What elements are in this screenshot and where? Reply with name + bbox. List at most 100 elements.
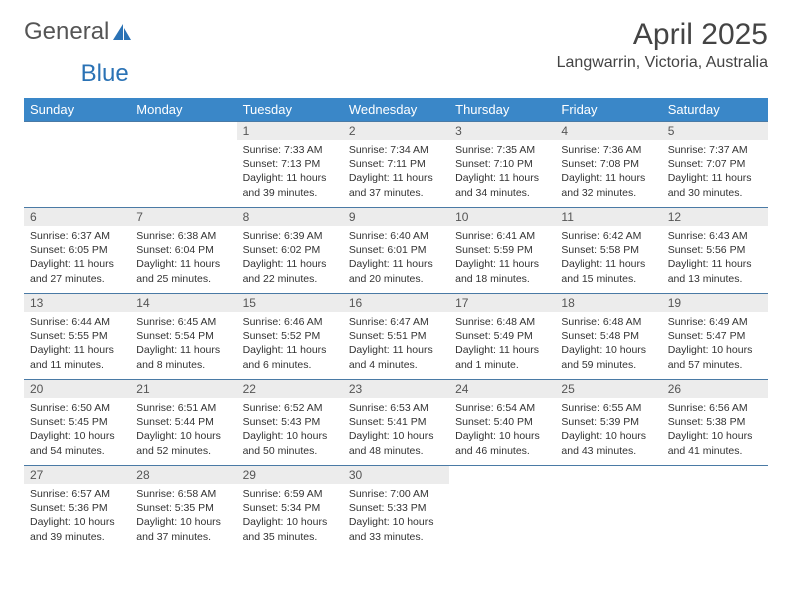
calendar-week: 6Sunrise: 6:37 AMSunset: 6:05 PMDaylight… — [24, 208, 768, 294]
day-number: 26 — [662, 380, 768, 398]
logo: General — [24, 18, 133, 46]
day-number: 24 — [449, 380, 555, 398]
calendar-day — [555, 466, 661, 552]
day-number: 22 — [237, 380, 343, 398]
day-details: Sunrise: 6:49 AMSunset: 5:47 PMDaylight:… — [662, 312, 768, 376]
calendar-day: 20Sunrise: 6:50 AMSunset: 5:45 PMDayligh… — [24, 380, 130, 466]
calendar-day: 14Sunrise: 6:45 AMSunset: 5:54 PMDayligh… — [130, 294, 236, 380]
day-details: Sunrise: 7:00 AMSunset: 5:33 PMDaylight:… — [343, 484, 449, 548]
day-number: 18 — [555, 294, 661, 312]
day-number: 21 — [130, 380, 236, 398]
day-number: 11 — [555, 208, 661, 226]
calendar-day: 12Sunrise: 6:43 AMSunset: 5:56 PMDayligh… — [662, 208, 768, 294]
day-number: 29 — [237, 466, 343, 484]
calendar-day: 4Sunrise: 7:36 AMSunset: 7:08 PMDaylight… — [555, 122, 661, 208]
day-number: 7 — [130, 208, 236, 226]
calendar-day: 16Sunrise: 6:47 AMSunset: 5:51 PMDayligh… — [343, 294, 449, 380]
day-details: Sunrise: 6:59 AMSunset: 5:34 PMDaylight:… — [237, 484, 343, 548]
day-number: 5 — [662, 122, 768, 140]
day-details: Sunrise: 7:33 AMSunset: 7:13 PMDaylight:… — [237, 140, 343, 204]
day-number: 25 — [555, 380, 661, 398]
dayname-saturday: Saturday — [662, 98, 768, 122]
calendar-header-row: SundayMondayTuesdayWednesdayThursdayFrid… — [24, 98, 768, 122]
calendar-day: 28Sunrise: 6:58 AMSunset: 5:35 PMDayligh… — [130, 466, 236, 552]
calendar-day — [130, 122, 236, 208]
day-details: Sunrise: 6:58 AMSunset: 5:35 PMDaylight:… — [130, 484, 236, 548]
day-details: Sunrise: 6:53 AMSunset: 5:41 PMDaylight:… — [343, 398, 449, 462]
calendar-day: 22Sunrise: 6:52 AMSunset: 5:43 PMDayligh… — [237, 380, 343, 466]
calendar-day: 15Sunrise: 6:46 AMSunset: 5:52 PMDayligh… — [237, 294, 343, 380]
month-title: April 2025 — [557, 18, 768, 52]
day-details: Sunrise: 6:48 AMSunset: 5:49 PMDaylight:… — [449, 312, 555, 376]
day-number: 3 — [449, 122, 555, 140]
calendar-table: SundayMondayTuesdayWednesdayThursdayFrid… — [24, 98, 768, 552]
calendar-day: 5Sunrise: 7:37 AMSunset: 7:07 PMDaylight… — [662, 122, 768, 208]
calendar-day: 13Sunrise: 6:44 AMSunset: 5:55 PMDayligh… — [24, 294, 130, 380]
calendar-week: 1Sunrise: 7:33 AMSunset: 7:13 PMDaylight… — [24, 122, 768, 208]
day-number: 15 — [237, 294, 343, 312]
day-details: Sunrise: 6:42 AMSunset: 5:58 PMDaylight:… — [555, 226, 661, 290]
calendar-day: 24Sunrise: 6:54 AMSunset: 5:40 PMDayligh… — [449, 380, 555, 466]
calendar-week: 13Sunrise: 6:44 AMSunset: 5:55 PMDayligh… — [24, 294, 768, 380]
day-details: Sunrise: 7:35 AMSunset: 7:10 PMDaylight:… — [449, 140, 555, 204]
day-details: Sunrise: 6:54 AMSunset: 5:40 PMDaylight:… — [449, 398, 555, 462]
calendar-day: 11Sunrise: 6:42 AMSunset: 5:58 PMDayligh… — [555, 208, 661, 294]
day-details: Sunrise: 6:44 AMSunset: 5:55 PMDaylight:… — [24, 312, 130, 376]
calendar-day — [662, 466, 768, 552]
day-details: Sunrise: 6:48 AMSunset: 5:48 PMDaylight:… — [555, 312, 661, 376]
day-details: Sunrise: 6:51 AMSunset: 5:44 PMDaylight:… — [130, 398, 236, 462]
calendar-day: 7Sunrise: 6:38 AMSunset: 6:04 PMDaylight… — [130, 208, 236, 294]
day-number: 20 — [24, 380, 130, 398]
logo-text-2: Blue — [81, 60, 129, 87]
day-details: Sunrise: 7:36 AMSunset: 7:08 PMDaylight:… — [555, 140, 661, 204]
day-number: 17 — [449, 294, 555, 312]
day-details: Sunrise: 6:39 AMSunset: 6:02 PMDaylight:… — [237, 226, 343, 290]
day-details: Sunrise: 6:57 AMSunset: 5:36 PMDaylight:… — [24, 484, 130, 548]
day-details: Sunrise: 7:37 AMSunset: 7:07 PMDaylight:… — [662, 140, 768, 204]
day-details: Sunrise: 6:52 AMSunset: 5:43 PMDaylight:… — [237, 398, 343, 462]
day-number: 16 — [343, 294, 449, 312]
day-details: Sunrise: 6:41 AMSunset: 5:59 PMDaylight:… — [449, 226, 555, 290]
dayname-tuesday: Tuesday — [237, 98, 343, 122]
calendar-day — [24, 122, 130, 208]
dayname-sunday: Sunday — [24, 98, 130, 122]
location: Langwarrin, Victoria, Australia — [557, 54, 768, 72]
calendar-day: 19Sunrise: 6:49 AMSunset: 5:47 PMDayligh… — [662, 294, 768, 380]
title-block: April 2025 Langwarrin, Victoria, Austral… — [557, 18, 768, 72]
calendar-day: 29Sunrise: 6:59 AMSunset: 5:34 PMDayligh… — [237, 466, 343, 552]
calendar-day: 3Sunrise: 7:35 AMSunset: 7:10 PMDaylight… — [449, 122, 555, 208]
day-number: 30 — [343, 466, 449, 484]
calendar-day: 6Sunrise: 6:37 AMSunset: 6:05 PMDaylight… — [24, 208, 130, 294]
calendar-day: 17Sunrise: 6:48 AMSunset: 5:49 PMDayligh… — [449, 294, 555, 380]
day-number: 4 — [555, 122, 661, 140]
day-details: Sunrise: 6:38 AMSunset: 6:04 PMDaylight:… — [130, 226, 236, 290]
dayname-wednesday: Wednesday — [343, 98, 449, 122]
day-number: 13 — [24, 294, 130, 312]
calendar-week: 27Sunrise: 6:57 AMSunset: 5:36 PMDayligh… — [24, 466, 768, 552]
dayname-monday: Monday — [130, 98, 236, 122]
calendar-day: 26Sunrise: 6:56 AMSunset: 5:38 PMDayligh… — [662, 380, 768, 466]
day-number: 14 — [130, 294, 236, 312]
day-details: Sunrise: 6:47 AMSunset: 5:51 PMDaylight:… — [343, 312, 449, 376]
day-number: 2 — [343, 122, 449, 140]
logo-sail-icon — [111, 22, 133, 42]
day-details: Sunrise: 6:45 AMSunset: 5:54 PMDaylight:… — [130, 312, 236, 376]
day-number: 9 — [343, 208, 449, 226]
calendar-day: 10Sunrise: 6:41 AMSunset: 5:59 PMDayligh… — [449, 208, 555, 294]
calendar-week: 20Sunrise: 6:50 AMSunset: 5:45 PMDayligh… — [24, 380, 768, 466]
dayname-friday: Friday — [555, 98, 661, 122]
day-details: Sunrise: 7:34 AMSunset: 7:11 PMDaylight:… — [343, 140, 449, 204]
day-details: Sunrise: 6:40 AMSunset: 6:01 PMDaylight:… — [343, 226, 449, 290]
day-details: Sunrise: 6:46 AMSunset: 5:52 PMDaylight:… — [237, 312, 343, 376]
day-number: 8 — [237, 208, 343, 226]
calendar-day: 1Sunrise: 7:33 AMSunset: 7:13 PMDaylight… — [237, 122, 343, 208]
day-number: 10 — [449, 208, 555, 226]
calendar-day — [449, 466, 555, 552]
dayname-thursday: Thursday — [449, 98, 555, 122]
day-details: Sunrise: 6:37 AMSunset: 6:05 PMDaylight:… — [24, 226, 130, 290]
calendar-day: 30Sunrise: 7:00 AMSunset: 5:33 PMDayligh… — [343, 466, 449, 552]
day-number: 19 — [662, 294, 768, 312]
calendar-day: 21Sunrise: 6:51 AMSunset: 5:44 PMDayligh… — [130, 380, 236, 466]
calendar-day: 8Sunrise: 6:39 AMSunset: 6:02 PMDaylight… — [237, 208, 343, 294]
calendar-day: 2Sunrise: 7:34 AMSunset: 7:11 PMDaylight… — [343, 122, 449, 208]
